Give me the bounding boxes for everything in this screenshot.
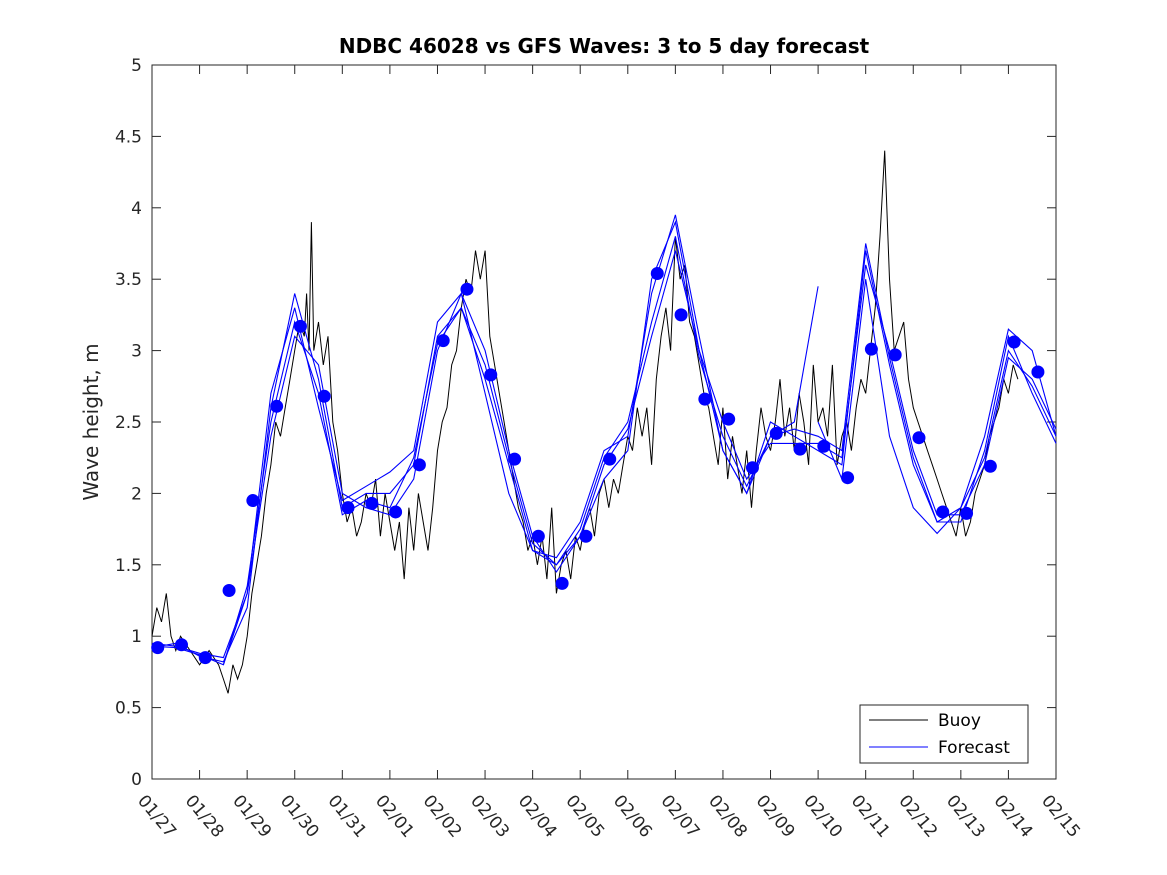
forecast-marker bbox=[745, 461, 759, 475]
forecast-marker bbox=[864, 342, 878, 356]
y-tick-label: 2 bbox=[131, 484, 142, 504]
forecast-marker bbox=[769, 426, 783, 440]
forecast-marker bbox=[365, 496, 379, 510]
forecast-marker bbox=[674, 308, 688, 322]
legend-label-buoy: Buoy bbox=[938, 711, 981, 731]
forecast-marker bbox=[174, 638, 188, 652]
forecast-marker bbox=[936, 505, 950, 519]
forecast-marker bbox=[198, 651, 212, 665]
chart-title: NDBC 46028 vs GFS Waves: 3 to 5 day fore… bbox=[339, 34, 870, 58]
forecast-marker bbox=[270, 399, 284, 413]
legend-label-forecast: Forecast bbox=[938, 738, 1010, 758]
forecast-marker bbox=[960, 506, 974, 520]
forecast-marker bbox=[888, 348, 902, 362]
forecast-markers bbox=[151, 266, 1045, 665]
legend: Buoy Forecast bbox=[859, 704, 1029, 764]
y-tick-label: 2.5 bbox=[115, 413, 142, 433]
y-tick-label: 0 bbox=[131, 770, 142, 790]
forecast-marker bbox=[151, 641, 165, 655]
forecast-marker bbox=[579, 529, 593, 543]
forecast-marker bbox=[460, 282, 474, 296]
plot-area bbox=[151, 64, 1057, 780]
forecast-marker bbox=[246, 494, 260, 508]
forecast-marker bbox=[983, 459, 997, 473]
forecast-marker bbox=[650, 266, 664, 280]
y-tick-label: 5 bbox=[131, 56, 142, 76]
forecast-marker bbox=[412, 458, 426, 472]
y-tick-label: 4.5 bbox=[115, 127, 142, 147]
y-tick-label: 4 bbox=[131, 199, 142, 219]
forecast-marker bbox=[793, 442, 807, 456]
forecast-marker bbox=[1031, 365, 1045, 379]
forecast-marker bbox=[222, 584, 236, 598]
y-axis-label: Wave height, m bbox=[79, 343, 103, 500]
forecast-marker bbox=[1007, 335, 1021, 349]
legend-box bbox=[859, 704, 1029, 764]
forecast-marker bbox=[841, 471, 855, 485]
forecast-marker bbox=[317, 389, 331, 403]
forecast-marker bbox=[436, 334, 450, 348]
forecast-marker bbox=[293, 319, 307, 333]
y-tick-label: 0.5 bbox=[115, 699, 142, 719]
forecast-marker bbox=[722, 412, 736, 426]
forecast-marker bbox=[341, 501, 355, 515]
forecast-marker bbox=[603, 452, 617, 466]
forecast-marker bbox=[508, 452, 522, 466]
forecast-marker bbox=[555, 576, 569, 590]
y-tick-label: 1.5 bbox=[115, 556, 142, 576]
forecast-marker bbox=[389, 505, 403, 519]
y-tick-label: 3 bbox=[131, 342, 142, 362]
y-tick-label: 3.5 bbox=[115, 270, 142, 290]
forecast-marker bbox=[817, 439, 831, 453]
y-tick-label: 1 bbox=[131, 627, 142, 647]
forecast-marker bbox=[531, 529, 545, 543]
forecast-marker bbox=[912, 431, 926, 445]
forecast-line bbox=[222, 220, 819, 665]
forecast-marker bbox=[484, 368, 498, 382]
forecast-marker bbox=[698, 392, 712, 406]
